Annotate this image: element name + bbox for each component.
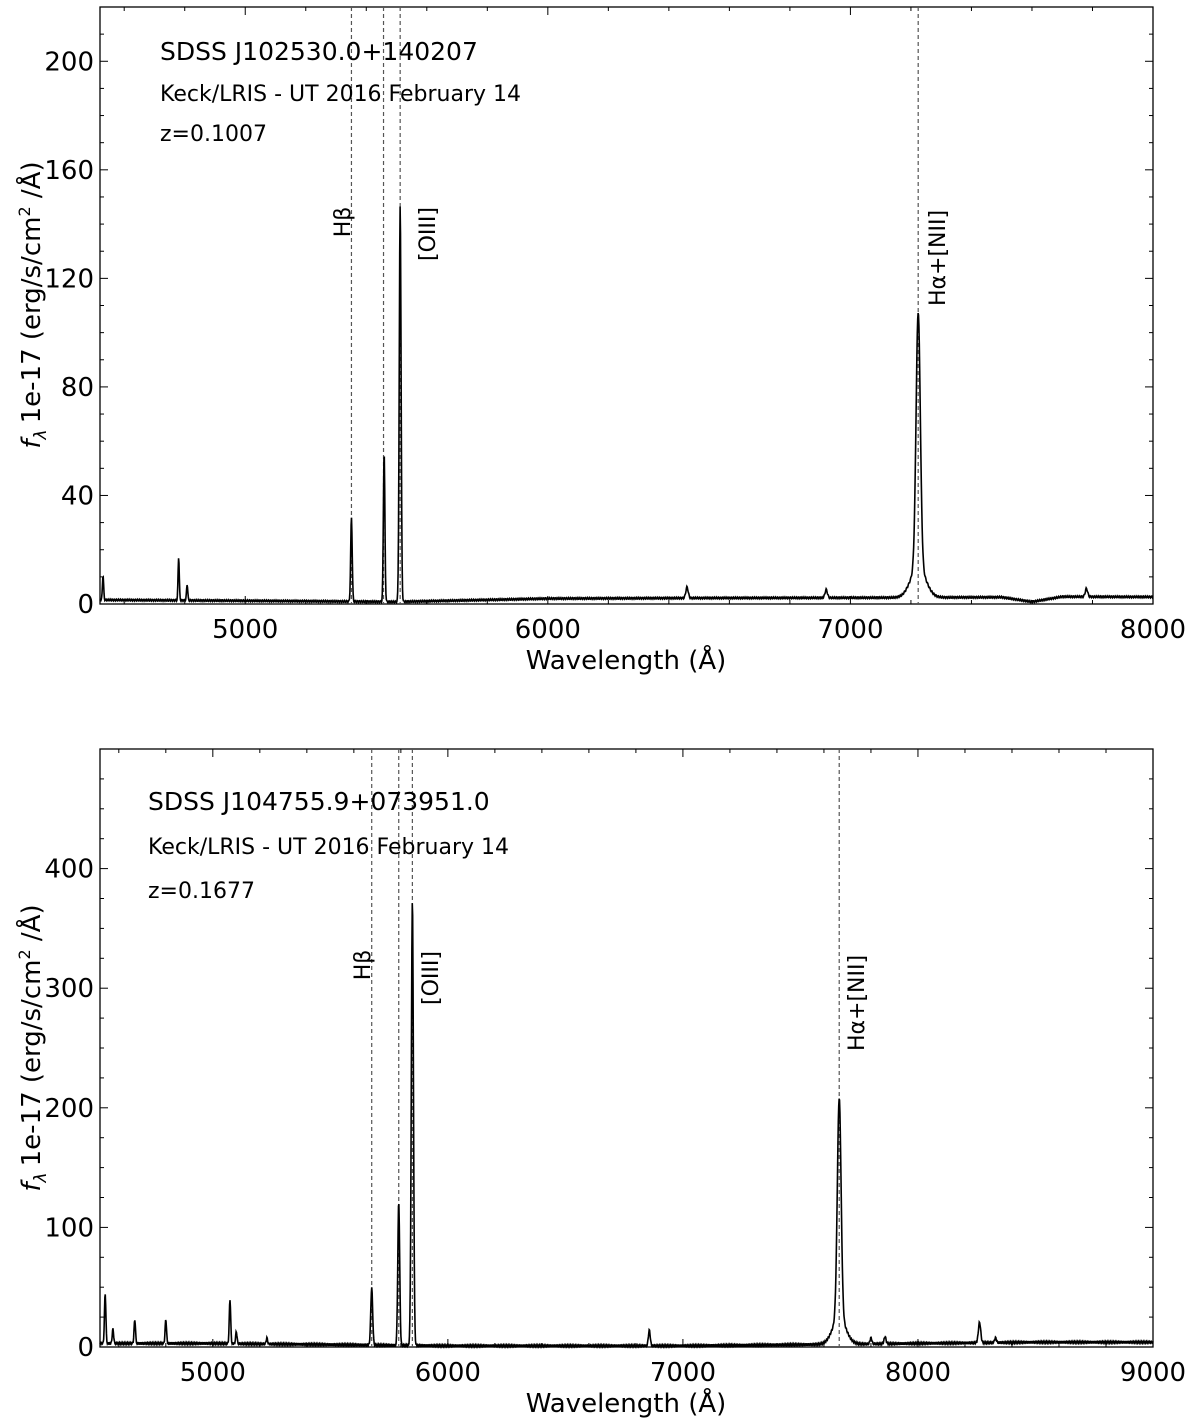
y-axis-label: fλ1e-17 (erg/s/cm2 /Å)	[15, 161, 51, 448]
x-tick-label: 8000	[1120, 615, 1186, 645]
y-tick-label: 300	[44, 974, 94, 1004]
line-label-halpha-nii: Hα+[NII]	[926, 210, 951, 306]
x-tick-labels: 5000 6000 7000 8000 9000	[180, 1358, 1186, 1388]
spectrum-line	[99, 206, 1154, 605]
y-tick-label: 40	[61, 481, 94, 511]
y-tick-labels: 0 40 80 120 160 200	[44, 47, 94, 620]
x-tick-label: 7000	[817, 615, 883, 645]
line-label-oiii: [OIII]	[419, 951, 444, 1005]
x-tick-label: 6000	[415, 1358, 481, 1388]
x-axis-label: Wavelength (Å)	[526, 644, 727, 676]
y-tick-label: 160	[44, 156, 94, 186]
y-axis-label: fλ1e-17 (erg/s/cm2 /Å)	[15, 904, 51, 1191]
axis-ticks	[100, 6, 1154, 605]
line-label-hbeta: Hβ	[351, 950, 376, 981]
y-tick-label: 200	[44, 1094, 94, 1124]
y-tick-label: 200	[44, 47, 94, 77]
x-tick-labels: 5000 6000 7000 8000	[212, 615, 1186, 645]
x-tick-label: 6000	[515, 615, 581, 645]
x-axis-label: Wavelength (Å)	[526, 1387, 727, 1419]
redshift-label: z=0.1007	[160, 122, 267, 147]
x-tick-label: 5000	[180, 1358, 246, 1388]
instrument-date: Keck/LRIS - UT 2016 February 14	[148, 835, 509, 860]
y-tick-label: 0	[77, 1333, 94, 1363]
x-tick-label: 8000	[885, 1358, 951, 1388]
spectrum-line	[99, 903, 1154, 1349]
y-tick-label: 100	[44, 1213, 94, 1243]
x-tick-label: 7000	[650, 1358, 716, 1388]
bottom-spectrum-panel: 5000 6000 7000 8000 9000 0 100 200 300 400 SDSS …	[15, 748, 1186, 1419]
line-label-halpha-nii: Hα+[NII]	[845, 955, 870, 1051]
x-tick-label: 9000	[1120, 1358, 1186, 1388]
emission-line-markers	[371, 749, 840, 1347]
y-tick-label: 120	[44, 264, 94, 294]
y-tick-label: 0	[77, 590, 94, 620]
y-tick-labels: 0 100 200 300 400	[44, 855, 94, 1363]
line-label-oiii: [OIII]	[416, 207, 441, 261]
instrument-date: Keck/LRIS - UT 2016 February 14	[160, 82, 521, 107]
x-tick-label: 5000	[212, 615, 278, 645]
y-tick-label: 80	[61, 373, 94, 403]
line-label-hbeta: Hβ	[331, 207, 356, 238]
y-tick-label: 400	[44, 855, 94, 885]
top-spectrum-panel: 5000 6000 7000 8000 0 40 80 120 160 200 SDSS J10…	[15, 6, 1186, 676]
object-name: SDSS J104755.9+073951.0	[148, 787, 490, 816]
object-name: SDSS J102530.0+140207	[160, 37, 478, 66]
redshift-label: z=0.1677	[148, 879, 255, 904]
